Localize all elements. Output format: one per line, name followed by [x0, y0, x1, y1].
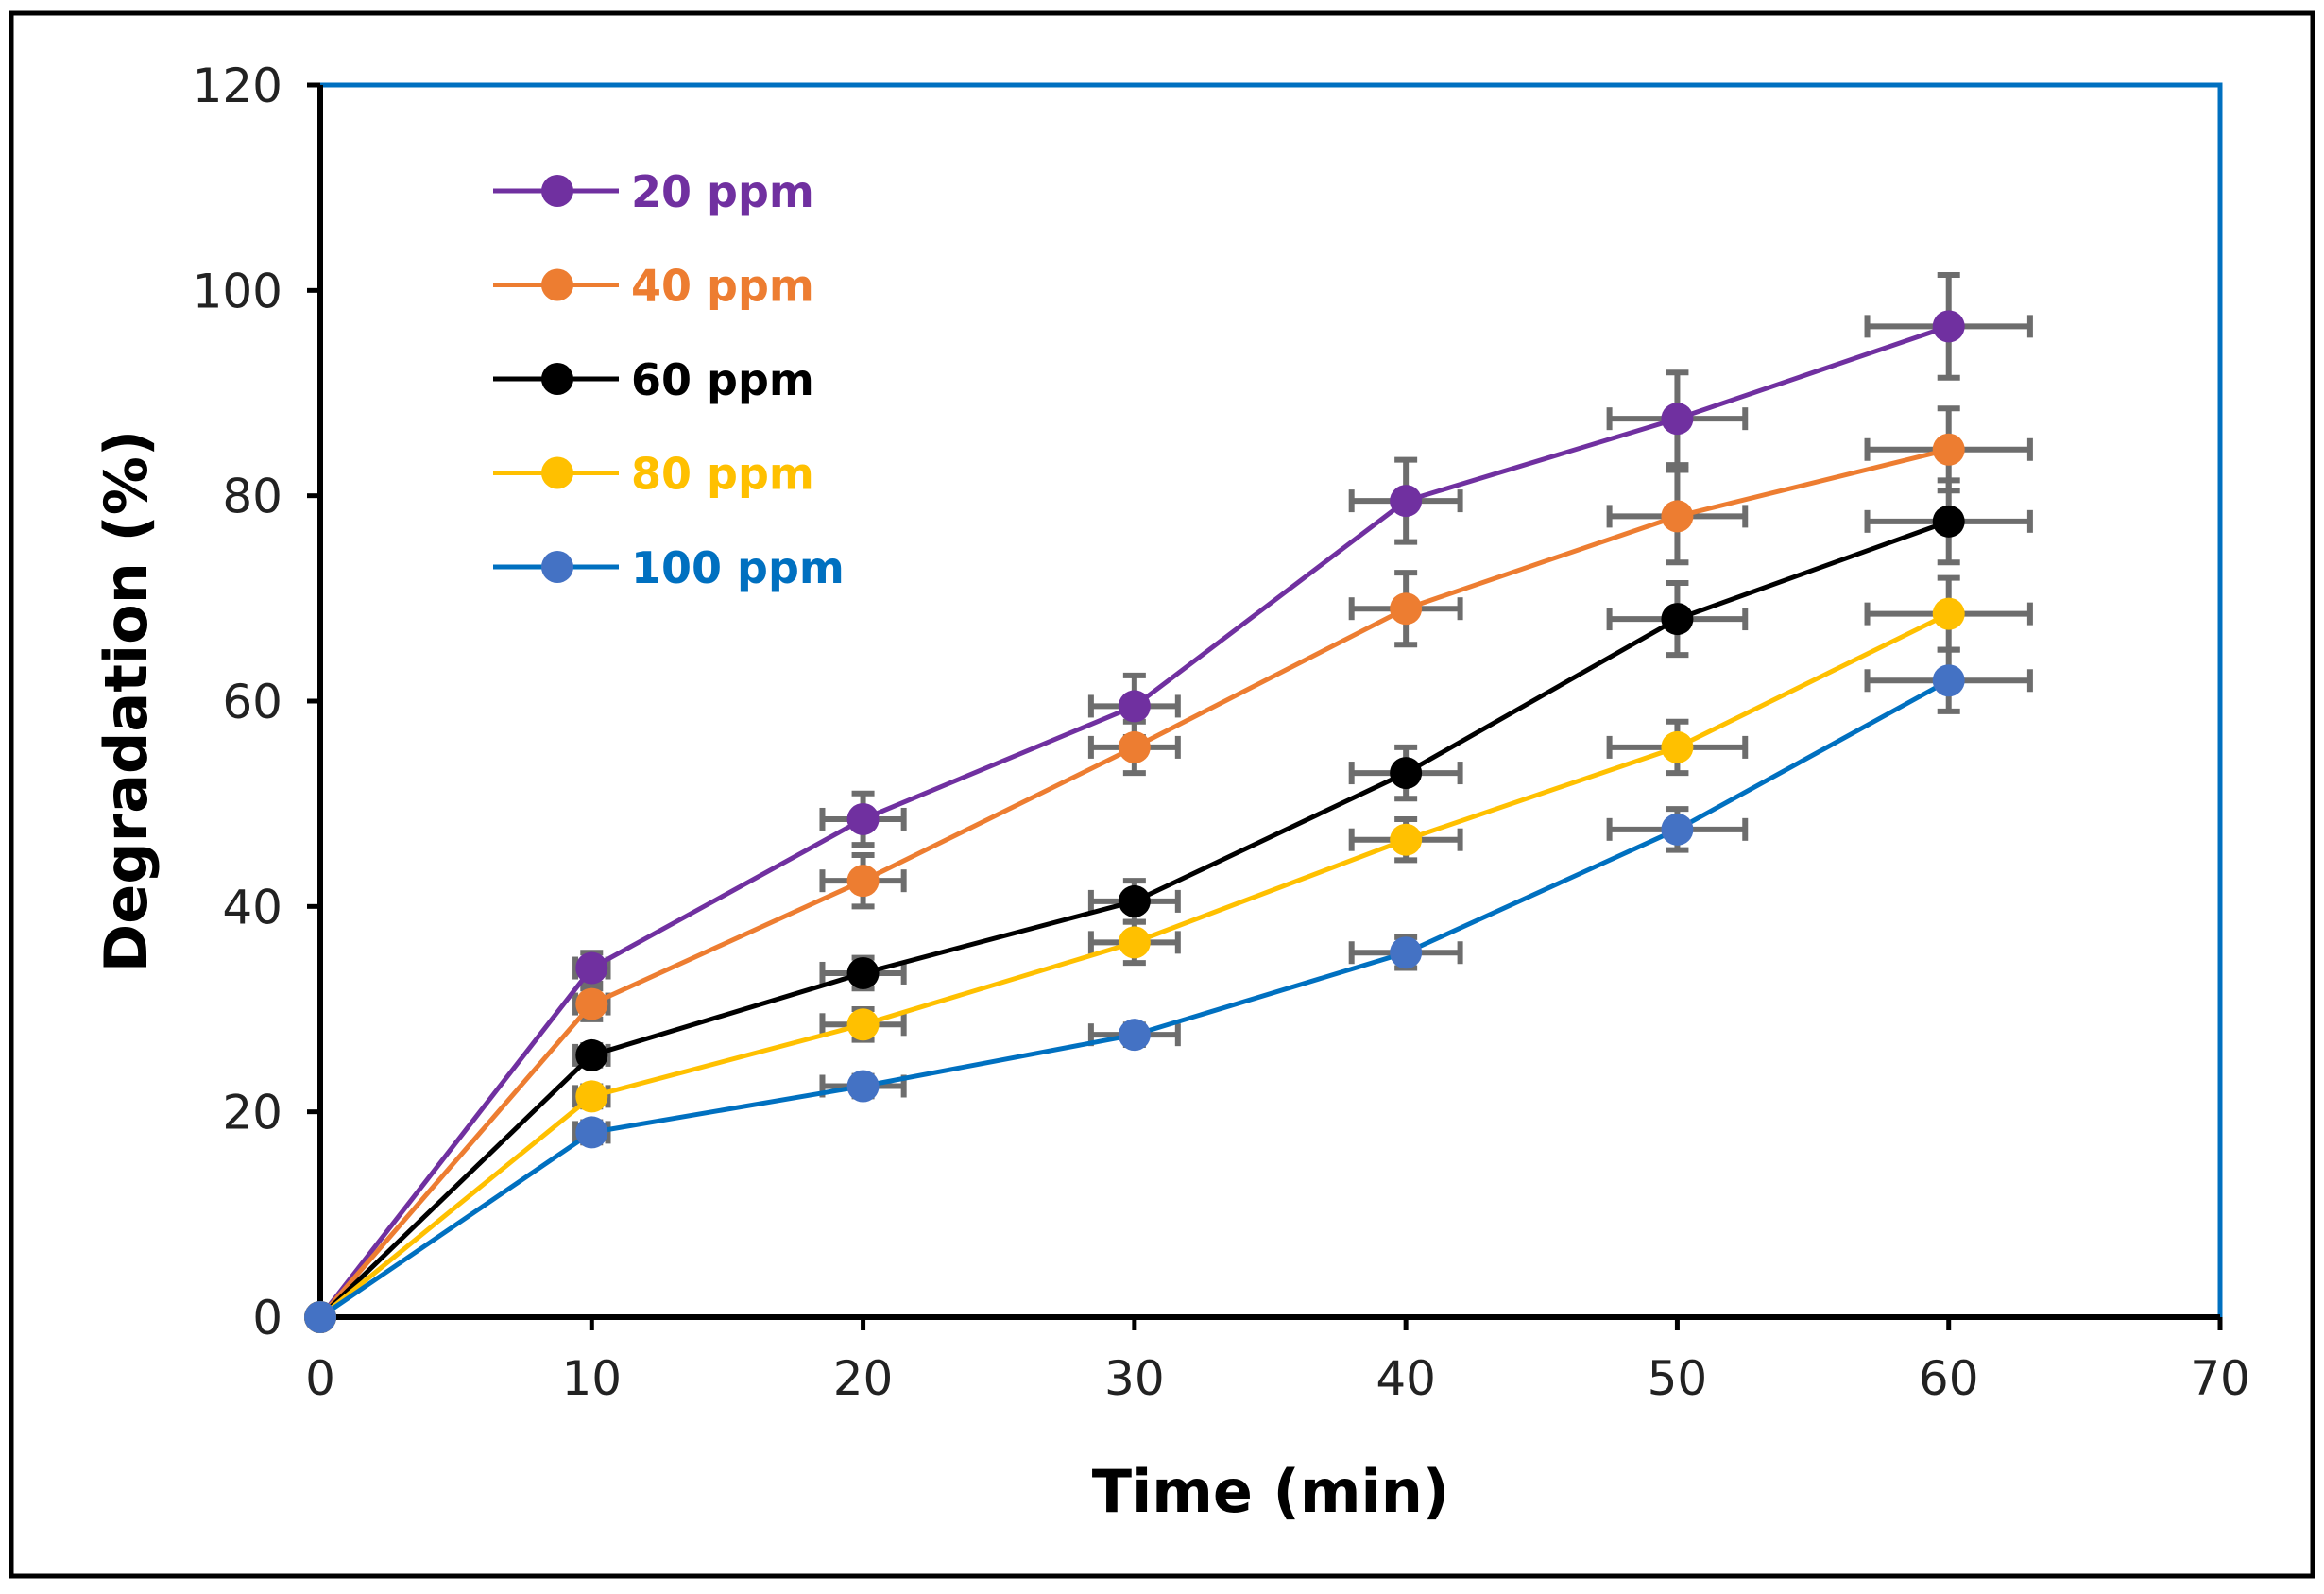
data-point-100-ppm: [1661, 813, 1694, 846]
data-point-20-ppm: [1932, 310, 1965, 343]
x-axis-label: Time (min): [1092, 1457, 1449, 1526]
legend-marker-20-ppm: [541, 175, 573, 207]
legend-marker-60-ppm: [541, 363, 573, 395]
data-point-40-ppm: [575, 987, 608, 1020]
data-point-60-ppm: [1661, 603, 1694, 636]
y-tick-label: 0: [252, 1291, 282, 1345]
data-point-80-ppm: [1390, 823, 1423, 856]
data-point-60-ppm: [846, 956, 880, 989]
data-point-100-ppm: [1390, 936, 1423, 969]
data-point-60-ppm: [1390, 757, 1423, 790]
data-point-100-ppm: [1932, 664, 1965, 697]
x-tick-label: 70: [2190, 1351, 2250, 1406]
data-point-100-ppm: [1118, 1019, 1151, 1052]
x-tick-label: 0: [305, 1351, 335, 1406]
y-tick-label: 80: [222, 470, 282, 524]
data-point-100-ppm: [575, 1116, 608, 1149]
legend-label-60-ppm: 60 ppm: [631, 354, 814, 405]
x-tick-label: 40: [1376, 1351, 1436, 1406]
x-tick-label: 50: [1648, 1351, 1708, 1406]
outer-frame: [9, 10, 2315, 1579]
data-point-40-ppm: [1661, 500, 1694, 533]
data-point-80-ppm: [1661, 730, 1694, 763]
data-point-80-ppm: [575, 1080, 608, 1113]
data-point-80-ppm: [846, 1008, 880, 1041]
legend-label-20-ppm: 20 ppm: [631, 166, 814, 217]
data-point-20-ppm: [575, 951, 608, 985]
data-point-40-ppm: [1932, 433, 1965, 466]
y-tick-label: 40: [222, 880, 282, 934]
legend-label-100-ppm: 100 ppm: [631, 542, 845, 593]
data-point-60-ppm: [1118, 884, 1151, 917]
data-point-60-ppm: [1932, 505, 1965, 538]
y-tick-label: 100: [193, 264, 282, 318]
plot-area: 0 20 40 60 80 100 120 0 10 20 30 40 50 60 70: [193, 59, 2250, 1406]
data-point-40-ppm: [1118, 730, 1151, 763]
data-point-20-ppm: [1118, 690, 1151, 723]
data-point-100-ppm: [304, 1301, 336, 1333]
x-tick-label: 20: [833, 1351, 894, 1406]
y-tick-label: 120: [193, 59, 282, 113]
legend-marker-100-ppm: [541, 551, 573, 583]
legend-label-80-ppm: 80 ppm: [631, 449, 814, 500]
x-tick-label: 10: [561, 1351, 622, 1406]
legend-marker-80-ppm: [541, 456, 573, 489]
legend-label-40-ppm: 40 ppm: [631, 261, 814, 312]
data-point-60-ppm: [575, 1038, 608, 1071]
data-point-20-ppm: [846, 802, 880, 835]
data-point-80-ppm: [1932, 597, 1965, 630]
legend-marker-40-ppm: [541, 268, 573, 301]
plot-border: [320, 82, 2223, 1317]
x-tick-label: 30: [1104, 1351, 1165, 1406]
y-tick-label: 20: [222, 1086, 282, 1140]
data-point-40-ppm: [1390, 592, 1423, 626]
data-point-80-ppm: [1118, 926, 1151, 959]
y-axis-label: Degradation (%): [92, 430, 161, 973]
data-point-40-ppm: [846, 865, 880, 898]
data-point-20-ppm: [1390, 485, 1423, 518]
data-point-20-ppm: [1661, 403, 1694, 436]
x-tick-label: 60: [1919, 1351, 1979, 1406]
data-point-100-ppm: [846, 1070, 880, 1103]
legend: 20 ppm 40 ppm 60 ppm 80 ppm 100 ppm: [493, 166, 845, 593]
y-tick-label: 60: [222, 675, 282, 729]
